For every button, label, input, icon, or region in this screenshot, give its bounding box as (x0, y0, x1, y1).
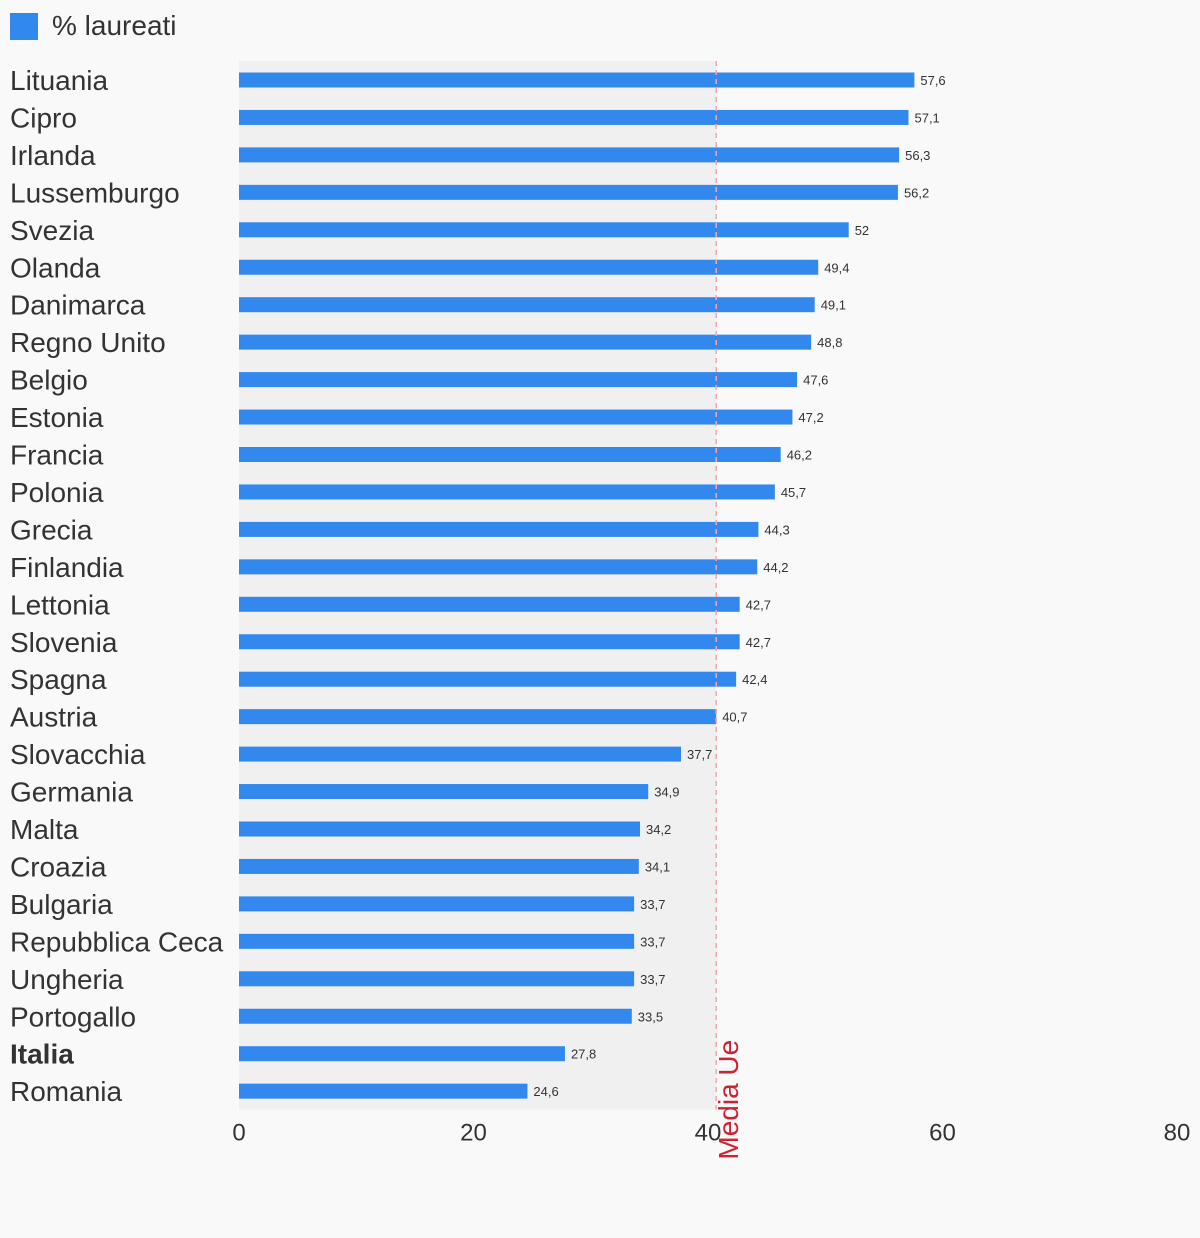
category-label: Lettonia (10, 589, 110, 620)
category-label: Svezia (10, 215, 94, 246)
bar (239, 109, 909, 125)
value-label: 44,3 (764, 522, 789, 537)
bar (239, 634, 740, 650)
value-label: 40,7 (722, 710, 747, 725)
x-tick-label: 60 (929, 1120, 956, 1147)
bar (239, 671, 737, 687)
reference-band (239, 61, 717, 1110)
bar (239, 521, 759, 537)
value-label: 57,6 (920, 73, 945, 88)
value-label: 45,7 (781, 485, 806, 500)
bar (239, 334, 812, 350)
category-label: Irlanda (10, 140, 96, 171)
value-label: 56,2 (904, 185, 929, 200)
value-label: 33,7 (640, 934, 665, 949)
x-tick-label: 80 (1164, 1120, 1191, 1147)
value-label: 49,1 (821, 298, 846, 313)
bar (239, 784, 649, 800)
category-label: Grecia (10, 514, 93, 545)
category-label: Regno Unito (10, 327, 166, 358)
value-label: 33,7 (640, 897, 665, 912)
category-label: Francia (10, 440, 104, 471)
value-label: 42,4 (742, 672, 767, 687)
category-label: Repubblica Ceca (10, 926, 224, 957)
category-label: Estonia (10, 402, 104, 433)
bar (239, 372, 798, 388)
value-label: 34,2 (646, 822, 671, 837)
value-label: 49,4 (824, 260, 849, 275)
bar (239, 1008, 632, 1024)
value-label: 34,9 (654, 785, 679, 800)
category-label: Austria (10, 702, 98, 733)
value-label: 56,3 (905, 148, 930, 163)
bar (239, 72, 915, 88)
category-label: Italia (10, 1039, 74, 1070)
legend-swatch (10, 12, 38, 40)
x-tick-label: 40 (695, 1120, 722, 1147)
category-label: Slovenia (10, 627, 118, 658)
value-label: 47,6 (803, 373, 828, 388)
bar (239, 559, 758, 575)
bar (239, 933, 635, 949)
category-label: Croazia (10, 851, 107, 882)
category-label: Spagna (10, 664, 107, 695)
bar (239, 709, 717, 725)
value-label: 27,8 (571, 1047, 596, 1062)
bar (239, 259, 819, 275)
value-label: 52 (855, 223, 869, 238)
bar (239, 447, 781, 462)
bar (239, 222, 849, 238)
bar (239, 147, 900, 163)
category-label: Portogallo (10, 1001, 136, 1032)
value-label: 57,1 (914, 110, 939, 125)
x-tick-label: 0 (232, 1120, 245, 1147)
bar (239, 596, 740, 612)
category-label: Malta (10, 814, 79, 845)
legend-label: % laureati (52, 10, 177, 41)
bar (239, 184, 898, 200)
category-label: Romania (10, 1076, 122, 1107)
bar (239, 297, 815, 313)
value-label: 46,2 (787, 448, 812, 463)
category-label: Slovacchia (10, 739, 146, 770)
bar (239, 1046, 565, 1062)
category-label: Finlandia (10, 552, 124, 583)
bar (239, 1083, 528, 1099)
category-label: Cipro (10, 102, 77, 133)
category-label: Polonia (10, 477, 104, 508)
value-label: 37,7 (687, 747, 712, 762)
category-label: Belgio (10, 365, 88, 396)
value-label: 42,7 (746, 635, 771, 650)
bar (239, 971, 635, 987)
value-label: 47,2 (798, 410, 823, 425)
value-label: 24,6 (533, 1084, 558, 1099)
value-label: 33,5 (638, 1009, 663, 1024)
value-label: 44,2 (763, 560, 788, 575)
value-label: 33,7 (640, 972, 665, 987)
bar (239, 858, 639, 874)
reference-line-label: Media Ue (713, 1040, 744, 1160)
category-label: Lussemburgo (10, 177, 180, 208)
category-label: Olanda (10, 252, 101, 283)
bar (239, 746, 682, 762)
legend: % laureati (10, 8, 177, 44)
x-tick-label: 20 (460, 1120, 487, 1147)
category-label: Danimarca (10, 290, 146, 321)
value-label: 34,1 (645, 859, 670, 874)
bar (239, 896, 635, 912)
bar (239, 821, 640, 837)
bar (239, 409, 793, 425)
category-label: Lituania (10, 65, 109, 96)
value-label: 48,8 (817, 335, 842, 350)
value-label: 42,7 (746, 597, 771, 612)
bar (239, 484, 775, 500)
category-label: Ungheria (10, 964, 124, 995)
category-label: Bulgaria (10, 889, 113, 920)
category-label: Germania (10, 777, 133, 808)
